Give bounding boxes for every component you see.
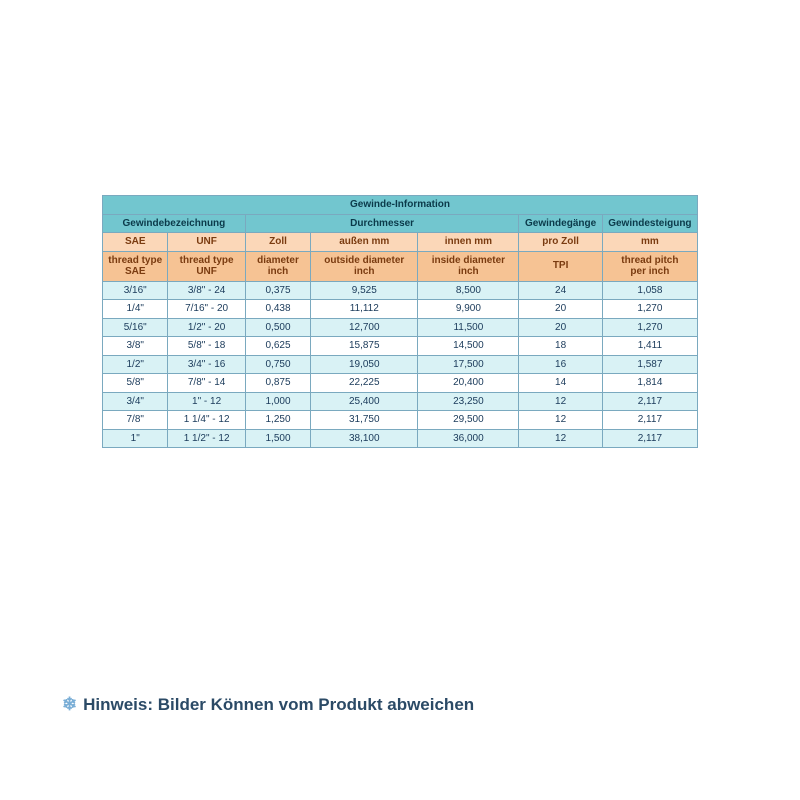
cell-zoll: 1,500 [245,429,310,448]
hdr-gewindegaenge: Gewindegänge [519,214,602,233]
hdr-innen-de: innen mm [418,233,519,252]
cell-zoll: 0,625 [245,337,310,356]
cell-zoll: 0,438 [245,300,310,319]
hdr-aussen-en: outside diameterinch [311,251,418,281]
table-row: 3/4"1" - 121,00025,40023,250122,117 [103,392,698,411]
table-title: Gewinde-Information [103,196,698,215]
cell-sae: 1" [103,429,168,448]
cell-imm: 29,500 [418,411,519,430]
table-row: 3/16"3/8" - 240,3759,5258,500241,058 [103,281,698,300]
cell-imm: 23,250 [418,392,519,411]
cell-imm: 9,900 [418,300,519,319]
cell-unf: 5/8" - 18 [168,337,245,356]
cell-omm: 9,525 [311,281,418,300]
cell-tpi: 18 [519,337,602,356]
cell-unf: 1/2" - 20 [168,318,245,337]
cell-sae: 7/8" [103,411,168,430]
hdr-prozoll-en: TPI [519,251,602,281]
thread-info-table: Gewinde-Information Gewindebezeichnung D… [102,195,698,448]
table-row: 1/2"3/4" - 160,75019,05017,500161,587 [103,355,698,374]
cell-omm: 15,875 [311,337,418,356]
hdr-unf-de: UNF [168,233,245,252]
cell-omm: 38,100 [311,429,418,448]
cell-pitch: 1,814 [602,374,697,393]
cell-unf: 3/8" - 24 [168,281,245,300]
table-row: 3/8"5/8" - 180,62515,87514,500181,411 [103,337,698,356]
cell-omm: 22,225 [311,374,418,393]
cell-tpi: 24 [519,281,602,300]
cell-imm: 8,500 [418,281,519,300]
cell-omm: 12,700 [311,318,418,337]
cell-zoll: 0,500 [245,318,310,337]
cell-imm: 36,000 [418,429,519,448]
cell-pitch: 2,117 [602,429,697,448]
cell-pitch: 2,117 [602,411,697,430]
cell-sae: 1/2" [103,355,168,374]
hdr-prozoll-de: pro Zoll [519,233,602,252]
cell-omm: 19,050 [311,355,418,374]
cell-unf: 1" - 12 [168,392,245,411]
cell-sae: 1/4" [103,300,168,319]
cell-pitch: 1,270 [602,300,697,319]
image-disclaimer: ❄ Hinweis: Bilder Können vom Produkt abw… [62,694,474,715]
cell-omm: 11,112 [311,300,418,319]
cell-tpi: 16 [519,355,602,374]
hdr-unf-en: thread typeUNF [168,251,245,281]
cell-sae: 5/8" [103,374,168,393]
table-body: 3/16"3/8" - 240,3759,5258,500241,0581/4"… [103,281,698,448]
cell-unf: 1 1/4" - 12 [168,411,245,430]
cell-pitch: 1,058 [602,281,697,300]
cell-imm: 20,400 [418,374,519,393]
table-row: 5/8"7/8" - 140,87522,22520,400141,814 [103,374,698,393]
cell-tpi: 20 [519,318,602,337]
snowflake-icon: ❄ [62,694,77,715]
hdr-durchmesser: Durchmesser [245,214,519,233]
cell-zoll: 1,250 [245,411,310,430]
cell-tpi: 12 [519,411,602,430]
cell-zoll: 0,875 [245,374,310,393]
cell-pitch: 1,270 [602,318,697,337]
cell-zoll: 1,000 [245,392,310,411]
table-row: 1"1 1/2" - 121,50038,10036,000122,117 [103,429,698,448]
cell-omm: 25,400 [311,392,418,411]
hdr-gewindesteigung: Gewindesteigung [602,214,697,233]
hdr-zoll-en: diameterinch [245,251,310,281]
cell-sae: 3/8" [103,337,168,356]
cell-unf: 7/16" - 20 [168,300,245,319]
table-row: 5/16"1/2" - 200,50012,70011,500201,270 [103,318,698,337]
hdr-mm-en: thread pitchper inch [602,251,697,281]
cell-pitch: 2,117 [602,392,697,411]
cell-unf: 3/4" - 16 [168,355,245,374]
hdr-zoll-de: Zoll [245,233,310,252]
cell-unf: 1 1/2" - 12 [168,429,245,448]
table-row: 1/4"7/16" - 200,43811,1129,900201,270 [103,300,698,319]
cell-pitch: 1,411 [602,337,697,356]
cell-imm: 11,500 [418,318,519,337]
cell-tpi: 14 [519,374,602,393]
thread-info-sheet: Gewinde-Information Gewindebezeichnung D… [102,195,698,448]
cell-sae: 3/16" [103,281,168,300]
cell-imm: 14,500 [418,337,519,356]
table-row: 7/8"1 1/4" - 121,25031,75029,500122,117 [103,411,698,430]
hdr-mm-de: mm [602,233,697,252]
cell-tpi: 12 [519,392,602,411]
cell-imm: 17,500 [418,355,519,374]
note-text: Hinweis: Bilder Können vom Produkt abwei… [83,695,474,715]
hdr-aussen-de: außen mm [311,233,418,252]
hdr-innen-en: inside diameterinch [418,251,519,281]
hdr-gewindebezeichnung: Gewindebezeichnung [103,214,246,233]
cell-tpi: 12 [519,429,602,448]
cell-zoll: 0,750 [245,355,310,374]
hdr-sae-en: thread typeSAE [103,251,168,281]
cell-tpi: 20 [519,300,602,319]
cell-pitch: 1,587 [602,355,697,374]
cell-unf: 7/8" - 14 [168,374,245,393]
cell-sae: 5/16" [103,318,168,337]
cell-sae: 3/4" [103,392,168,411]
cell-zoll: 0,375 [245,281,310,300]
cell-omm: 31,750 [311,411,418,430]
hdr-sae-de: SAE [103,233,168,252]
